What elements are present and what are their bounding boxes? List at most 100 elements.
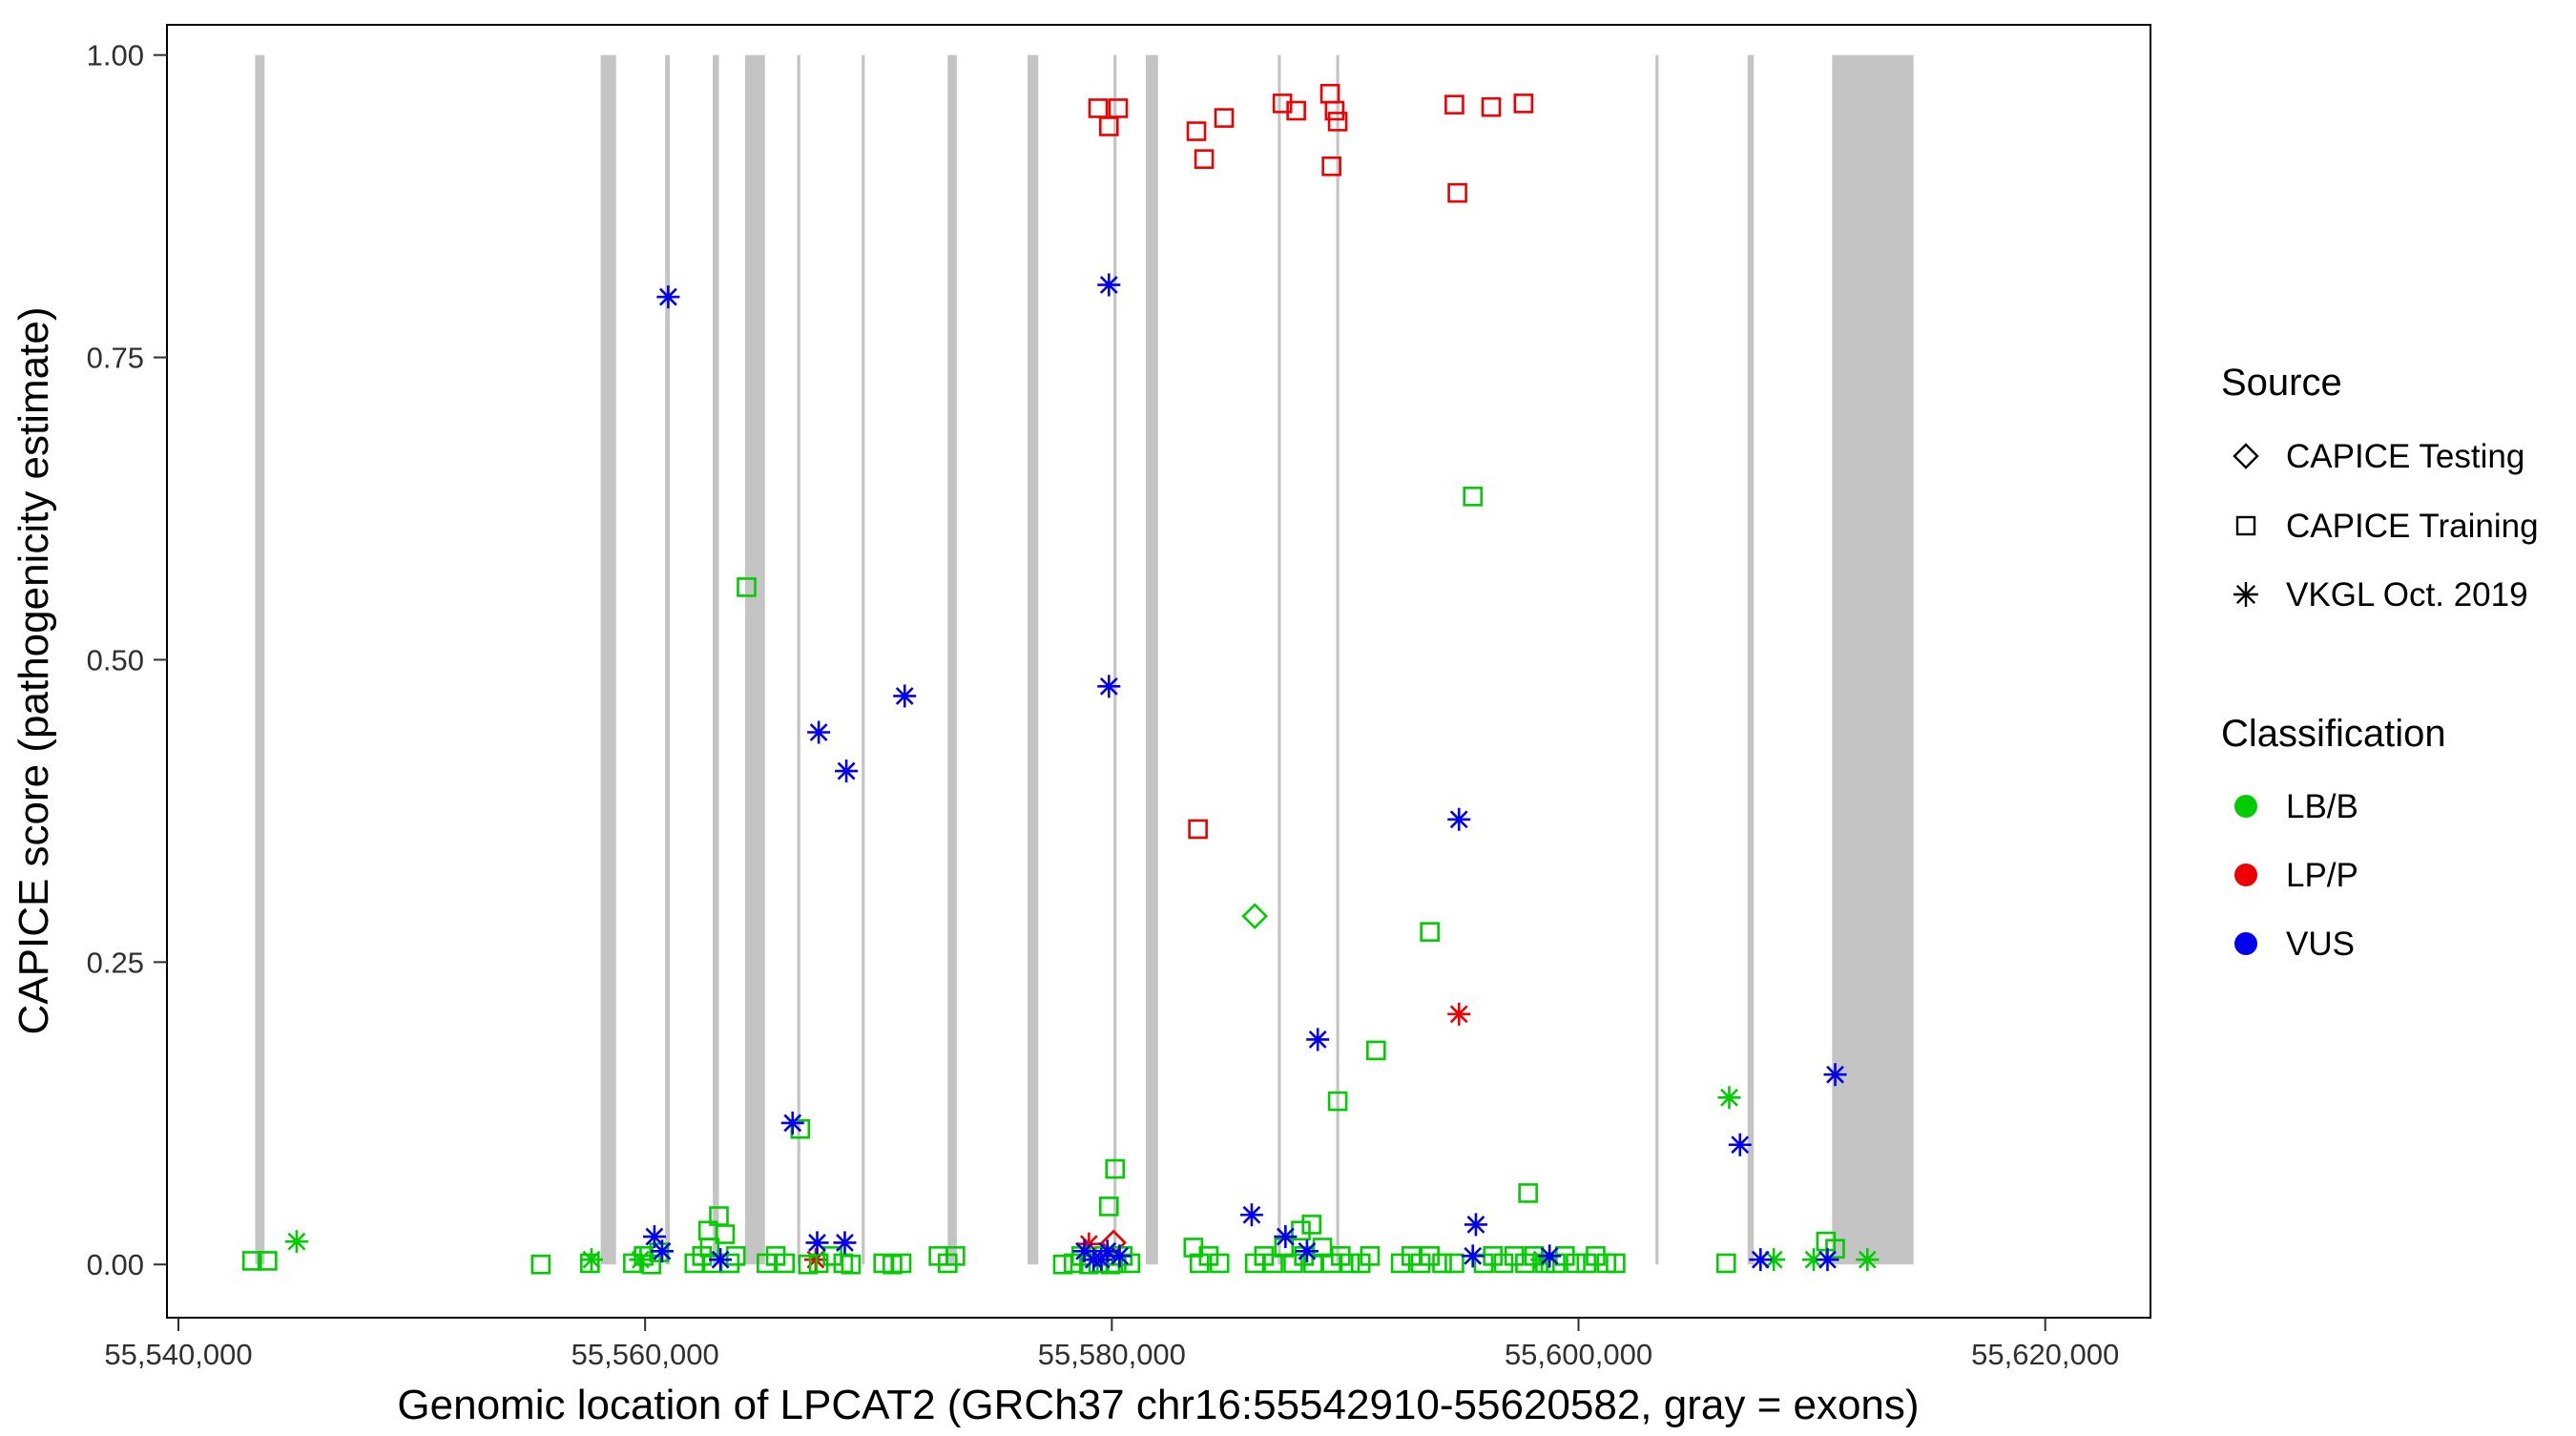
legend-item-lpp: LP/P [2234,857,2358,894]
data-point-square [1272,94,1293,114]
data-point-asterisk [1295,1239,1319,1263]
x-tick-label: 55,560,000 [571,1338,719,1371]
data-point-square [1327,112,1348,132]
data-point-square [530,1254,551,1275]
data-point-square [1715,1253,1736,1274]
legend-item-label: LB/B [2286,788,2358,825]
data-point-asterisk [1239,1203,1263,1227]
data-point-square [1340,1253,1361,1274]
data-point-square [1463,487,1483,507]
x-tick-label: 55,600,000 [1505,1338,1652,1371]
vus-color-dot-icon [2234,932,2257,955]
data-point-asterisk [650,1239,674,1263]
data-point-asterisk [1461,1244,1485,1268]
data-point-square [1283,1253,1303,1274]
data-point-square [1105,1158,1126,1179]
legend-item-capice-training: CAPICE Training [2235,508,2539,545]
data-point-square [1444,1253,1465,1274]
data-point-asterisk [1749,1248,1773,1272]
data-point-square [1321,156,1341,177]
exon-bar [1278,54,1281,1265]
axis-tick-layer: 55,540,000 55,560,000 55,580,000 55,600,000… [87,39,2120,1371]
data-point-square [1286,100,1306,121]
data-point-square [1493,1253,1514,1274]
exon-bar [744,54,765,1265]
data-point-asterisk [1823,1063,1847,1087]
data-point-asterisk [833,1231,857,1255]
exon-bar [1113,54,1117,1265]
data-point-square [580,1253,600,1274]
data-point-asterisk [1728,1133,1752,1156]
data-point-asterisk [1097,675,1121,698]
x-tick-label: 55,580,000 [1038,1338,1186,1371]
y-tick-label: 0.75 [87,342,144,375]
data-point-asterisk [1816,1248,1839,1272]
exon-bar [1028,54,1039,1265]
data-point-square [1301,1215,1322,1235]
exon-bar [1336,54,1340,1265]
diamond-icon [2233,443,2259,469]
data-point-asterisk [805,1231,829,1255]
data-point-square [737,577,757,597]
legend-item-label: CAPICE Testing [2286,438,2524,475]
data-point-square [1535,1253,1555,1274]
y-tick-label: 1.00 [87,39,144,73]
legend-item-capice-testing: CAPICE Testing [2233,438,2524,475]
exon-bar [1832,54,1914,1265]
data-point-asterisk [656,285,680,309]
legend-source: Source CAPICE Testing CAPICE Training VK… [2221,362,2539,614]
data-point-asterisk [1274,1225,1298,1249]
exon-layer [255,54,1914,1265]
data-point-square [775,1253,796,1274]
data-point-square [1420,922,1440,942]
data-point-square [1263,1253,1283,1274]
data-point-asterisk [629,1248,653,1272]
data-point-square [1518,1183,1538,1203]
legend-item-label: LP/P [2286,857,2358,894]
x-tick-label: 55,620,000 [1971,1338,2119,1371]
legend-item-vus: VUS [2234,926,2355,963]
data-point-square [1606,1253,1626,1274]
data-point-square [1186,121,1207,141]
data-point-square [1324,100,1345,121]
data-point-asterisk [1097,273,1121,297]
data-point-asterisk [807,720,831,744]
y-tick-label: 0.50 [87,643,144,676]
data-point-square [1444,94,1465,114]
data-point-square [1420,1246,1440,1266]
data-point-square [1098,1197,1119,1217]
y-tick-label: 0.00 [87,1248,144,1281]
data-point-asterisk [893,684,917,708]
x-axis-title: Genomic location of LPCAT2 (GRCh37 chr16… [397,1382,1919,1428]
lbb-color-dot-icon [2234,795,2257,818]
data-point-square [808,1253,829,1274]
data-point-square [891,1253,912,1274]
exon-bar [947,54,957,1265]
legend-item-label: VKGL Oct. 2019 [2286,576,2528,614]
data-point-square [725,1246,746,1266]
data-point-square [1447,182,1467,203]
data-point-square [1198,1246,1219,1266]
data-point-asterisk [1306,1028,1330,1051]
data-point-square [1209,1253,1230,1274]
data-point-square [945,1246,966,1266]
data-point-square [1194,149,1215,169]
data-point-square [1214,108,1235,128]
data-point-asterisk [780,1111,804,1134]
data-point-asterisk [1856,1248,1880,1272]
x-tick-label: 55,540,000 [104,1338,252,1371]
legend-item-label: CAPICE Training [2286,508,2539,545]
data-point-square [1108,98,1129,118]
legend-classification-title: Classification [2221,713,2446,755]
data-point-asterisk [579,1248,603,1272]
data-point-square [1432,1253,1452,1274]
data-point-layer [241,83,1880,1275]
data-point-asterisk [835,760,859,783]
exon-bar [600,54,616,1265]
exon-bar [255,54,265,1265]
exon-bar [713,54,719,1265]
data-point-square [1088,98,1109,118]
square-icon [2235,515,2256,536]
